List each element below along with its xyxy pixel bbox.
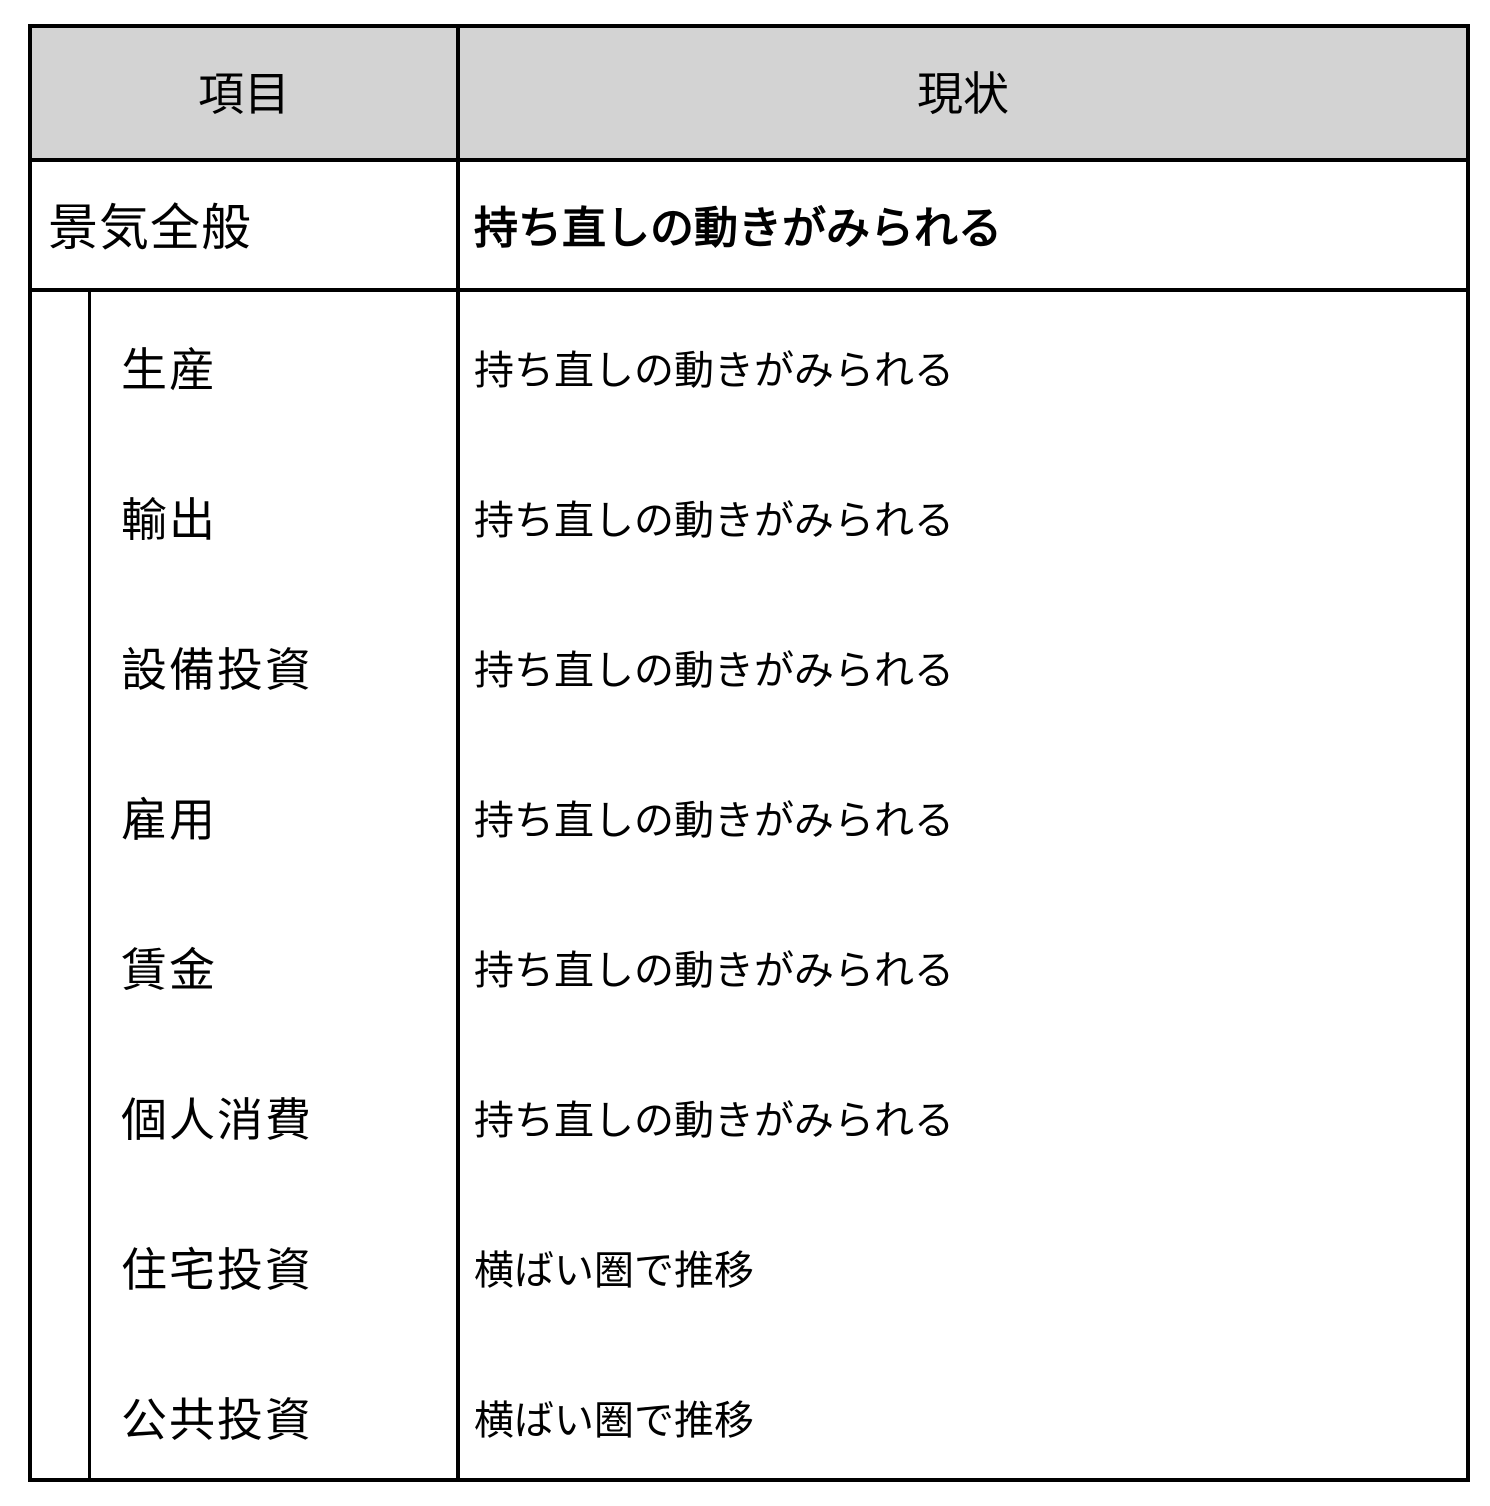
detail-indent <box>32 292 88 1478</box>
summary-status: 持ち直しの動きがみられる <box>460 162 1466 288</box>
row-item: 雇用 <box>91 742 460 892</box>
row-status: 持ち直しの動きがみられる <box>460 1046 1466 1188</box>
table-row: 雇用 持ち直しの動きがみられる <box>91 742 1466 892</box>
summary-item: 景気全般 <box>32 162 460 288</box>
table-row: 生産 持ち直しの動きがみられる <box>91 292 1466 442</box>
row-item: 住宅投資 <box>91 1192 460 1342</box>
row-item: 個人消費 <box>91 1042 460 1192</box>
row-status: 持ち直しの動きがみられる <box>460 596 1466 738</box>
table-row: 輸出 持ち直しの動きがみられる <box>91 442 1466 592</box>
row-item: 設備投資 <box>91 592 460 742</box>
row-status: 持ち直しの動きがみられる <box>460 296 1466 438</box>
row-status: 持ち直しの動きがみられる <box>460 896 1466 1038</box>
table-row: 公共投資 横ばい圏で推移 <box>91 1342 1466 1478</box>
detail-rows: 生産 持ち直しの動きがみられる 輸出 持ち直しの動きがみられる 設備投資 持ち直… <box>32 292 1466 1478</box>
summary-row: 景気全般 持ち直しの動きがみられる <box>32 162 1466 292</box>
table-row: 住宅投資 横ばい圏で推移 <box>91 1192 1466 1342</box>
economic-status-table: 項目 現状 景気全般 持ち直しの動きがみられる 生産 持ち直しの動きがみられる … <box>28 24 1470 1482</box>
header-status: 現状 <box>460 28 1466 158</box>
row-status: 横ばい圏で推移 <box>460 1346 1466 1474</box>
row-status: 持ち直しの動きがみられる <box>460 746 1466 888</box>
row-item: 賃金 <box>91 892 460 1042</box>
table-row: 設備投資 持ち直しの動きがみられる <box>91 592 1466 742</box>
table-row: 賃金 持ち直しの動きがみられる <box>91 892 1466 1042</box>
header-item: 項目 <box>32 28 460 158</box>
row-status: 横ばい圏で推移 <box>460 1196 1466 1338</box>
row-item: 輸出 <box>91 442 460 592</box>
row-status: 持ち直しの動きがみられる <box>460 446 1466 588</box>
row-item: 公共投資 <box>91 1342 460 1478</box>
table-header-row: 項目 現状 <box>32 28 1466 162</box>
row-item: 生産 <box>91 292 460 442</box>
table-row: 個人消費 持ち直しの動きがみられる <box>91 1042 1466 1192</box>
